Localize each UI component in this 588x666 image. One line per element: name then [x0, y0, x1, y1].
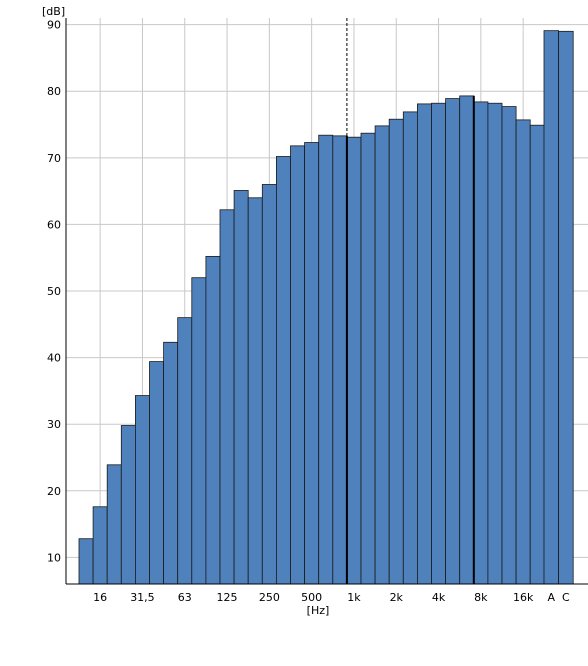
overall-bar-a: [543, 30, 560, 585]
spectrum-bar: [134, 395, 150, 585]
x-tick-label: 63: [178, 591, 192, 604]
x-tick-label: 16k: [513, 591, 534, 604]
y-tick-label: 80: [47, 85, 61, 98]
spectrum-bar: [78, 538, 94, 585]
spectrum-bar: [374, 125, 390, 585]
y-tick-label: 40: [47, 352, 61, 365]
spectrum-bar: [360, 132, 376, 585]
spectrum-bar: [120, 425, 136, 585]
spectrum-bar: [247, 197, 263, 585]
x-tick-label: 125: [217, 591, 238, 604]
x-tick-label: 2k: [390, 591, 404, 604]
spectrum-bar: [318, 134, 334, 585]
overall-bar-c: [558, 30, 574, 585]
overall-tick-label: C: [562, 591, 570, 604]
y-tick-label: 50: [47, 285, 61, 298]
spectrum-bar: [346, 136, 362, 585]
spectrum-bar: [332, 135, 348, 585]
x-axis-unit-label: [Hz]: [307, 604, 330, 617]
x-tick-label: 31,5: [130, 591, 155, 604]
x-tick-label: 1k: [347, 591, 361, 604]
x-tick-label: 4k: [432, 591, 446, 604]
x-tick-label: 8k: [474, 591, 488, 604]
y-tick-label: 90: [47, 19, 61, 32]
y-axis-unit-label: [dB]: [42, 5, 65, 18]
y-tick-label: 70: [47, 152, 61, 165]
spectrum-bar: [304, 142, 320, 585]
spectrum-bar: [290, 145, 306, 585]
spectrum-bar: [487, 102, 503, 585]
spectrum-bar: [92, 506, 108, 585]
x-tick-label: 16: [93, 591, 107, 604]
spectrum-bar: [233, 190, 249, 585]
spectrum-bar: [205, 255, 221, 585]
spectrum-bar: [106, 464, 122, 585]
spectrum-bar: [388, 118, 404, 585]
spectrum-bar: [529, 124, 545, 585]
y-tick-label: 10: [47, 551, 61, 564]
spectrum-bar: [402, 111, 418, 585]
spectrum-bar: [416, 103, 432, 585]
spectrum-bar: [275, 156, 291, 585]
overall-bars-layer: [543, 30, 574, 585]
spectrum-bar: [177, 317, 193, 585]
spectrum-bar: [515, 119, 531, 585]
y-tick-label: 20: [47, 485, 61, 498]
spectrum-bar: [459, 95, 475, 585]
x-tick-label: 250: [259, 591, 280, 604]
spectrum-bar: [445, 98, 461, 585]
spectrum-bar: [473, 101, 489, 585]
spectrum-bar: [431, 102, 447, 585]
spectrum-bar: [261, 184, 277, 585]
spectrum-bar: [501, 106, 517, 585]
bars-layer: [78, 95, 545, 585]
spectrum-bar: [149, 361, 165, 585]
spectrum-bar: [163, 341, 179, 585]
spectrum-bar: [191, 277, 207, 585]
spectrum-bar: [219, 209, 235, 585]
axis-layer: 10 20 30 40 50 60 70 80 90 16 31,5 63 125 250 500 1k 2k 4…: [47, 18, 588, 604]
y-tick-label: 30: [47, 418, 61, 431]
x-tick-label: 500: [301, 591, 322, 604]
y-tick-label: 60: [47, 218, 61, 231]
overall-tick-label: A: [548, 591, 556, 604]
